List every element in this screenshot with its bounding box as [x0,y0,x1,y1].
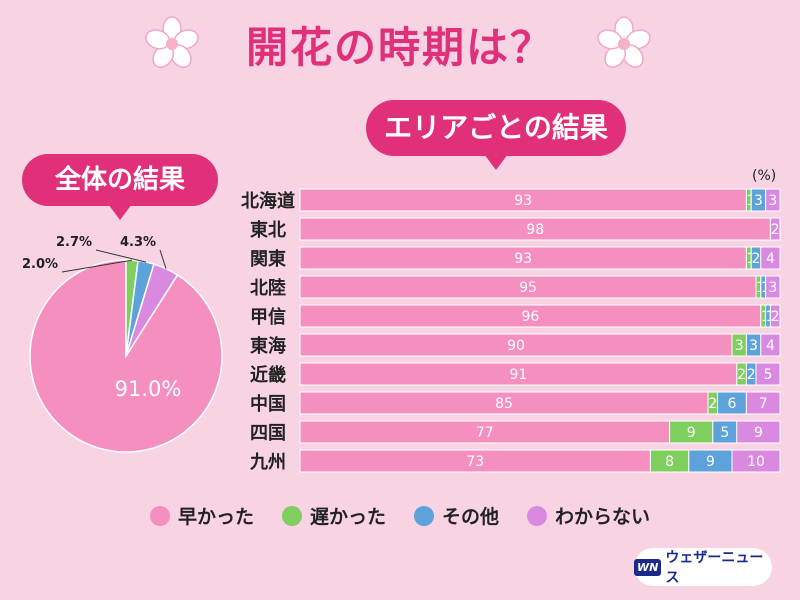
category-label: 中国 [250,393,286,415]
category-label: 東北 [250,219,286,241]
legend-item-other: その他 [414,502,499,529]
data-label: 9 [754,425,763,441]
legend-item-late: 遅かった [281,502,386,529]
category-label: 四国 [250,423,286,444]
legend: 早かった 遅かった その他 わからない [0,502,800,529]
category-label: 東海 [250,335,286,357]
data-label: 5 [720,425,729,441]
page-title: 開花の時期は？ [245,23,554,72]
bar-segment [769,304,781,328]
data-label: 2 [708,396,717,412]
data-label: 85 [495,396,513,412]
bar-segment [745,391,781,415]
bar-segment [765,275,781,299]
legend-swatch [281,505,302,526]
overall-results-label: 全体の結果 [54,165,185,195]
data-label: 7 [759,396,768,412]
legend-label: 遅かった [309,506,386,528]
weathernews-logo: WN ウェザーニュース [634,548,772,586]
data-label: 3 [768,193,777,209]
legend-item-unknown: わからない [527,502,650,529]
legend-swatch [414,505,434,526]
data-label: 4 [766,338,775,354]
data-label: 8 [665,454,674,470]
data-label: 2 [752,251,761,267]
data-label: 91 [509,367,527,383]
data-label: 73 [466,454,484,470]
category-label: 北陸 [250,277,286,299]
data-label: 5 [764,367,773,383]
data-label: 93 [514,193,532,209]
bar-segment [765,188,781,212]
data-label: 90 [507,338,525,354]
category-label: 関東 [250,248,286,270]
data-label: 93 [514,251,532,267]
data-label: 98 [526,222,544,238]
heading-pointer [484,154,508,170]
data-label: 2 [771,222,780,238]
data-label: 9 [687,425,696,441]
bar-segment [760,246,781,270]
heading-pointer [108,204,132,220]
category-label: 近畿 [250,364,286,386]
category-label: 甲信 [250,306,286,328]
legend-item-early: 早かった [149,502,254,529]
bar-segment [731,449,781,473]
data-label: 95 [519,280,537,296]
bar-segment [755,362,781,386]
data-label: 2 [737,367,746,383]
data-label: 77 [476,425,494,441]
logo-mark: WN [634,558,662,576]
cherry-blossom-icon [597,16,651,68]
legend-label: その他 [442,506,500,528]
data-label: 3 [768,280,777,296]
bar-segment [736,420,781,444]
unit-label: (%) [752,168,777,184]
cherry-blossom-icon [145,16,199,68]
data-label: 2 [771,309,780,325]
data-label: 3 [749,338,758,354]
category-label: 九州 [249,452,286,473]
data-label: 4 [766,251,775,267]
data-label: 3 [754,193,763,209]
bar-segment [760,333,781,357]
data-label: 9 [706,454,715,470]
legend-label: わからない [555,506,651,528]
area-results-heading: エリアごとの結果 [366,100,626,170]
legend-swatch [527,505,548,526]
data-label: 96 [521,309,539,325]
legend-swatch [149,505,170,526]
logo-text: ウェザーニュース [665,550,764,586]
data-label: 10 [747,454,765,470]
category-label: 北海道 [241,190,295,212]
overall-results-heading: 全体の結果 [22,154,218,220]
data-label: 2 [747,367,756,383]
data-label: 6 [728,396,737,412]
data-label: 3 [735,338,744,354]
legend-label: 早かった [177,506,254,528]
bar-segment [769,217,781,241]
area-results-label: エリアごとの結果 [384,111,608,144]
